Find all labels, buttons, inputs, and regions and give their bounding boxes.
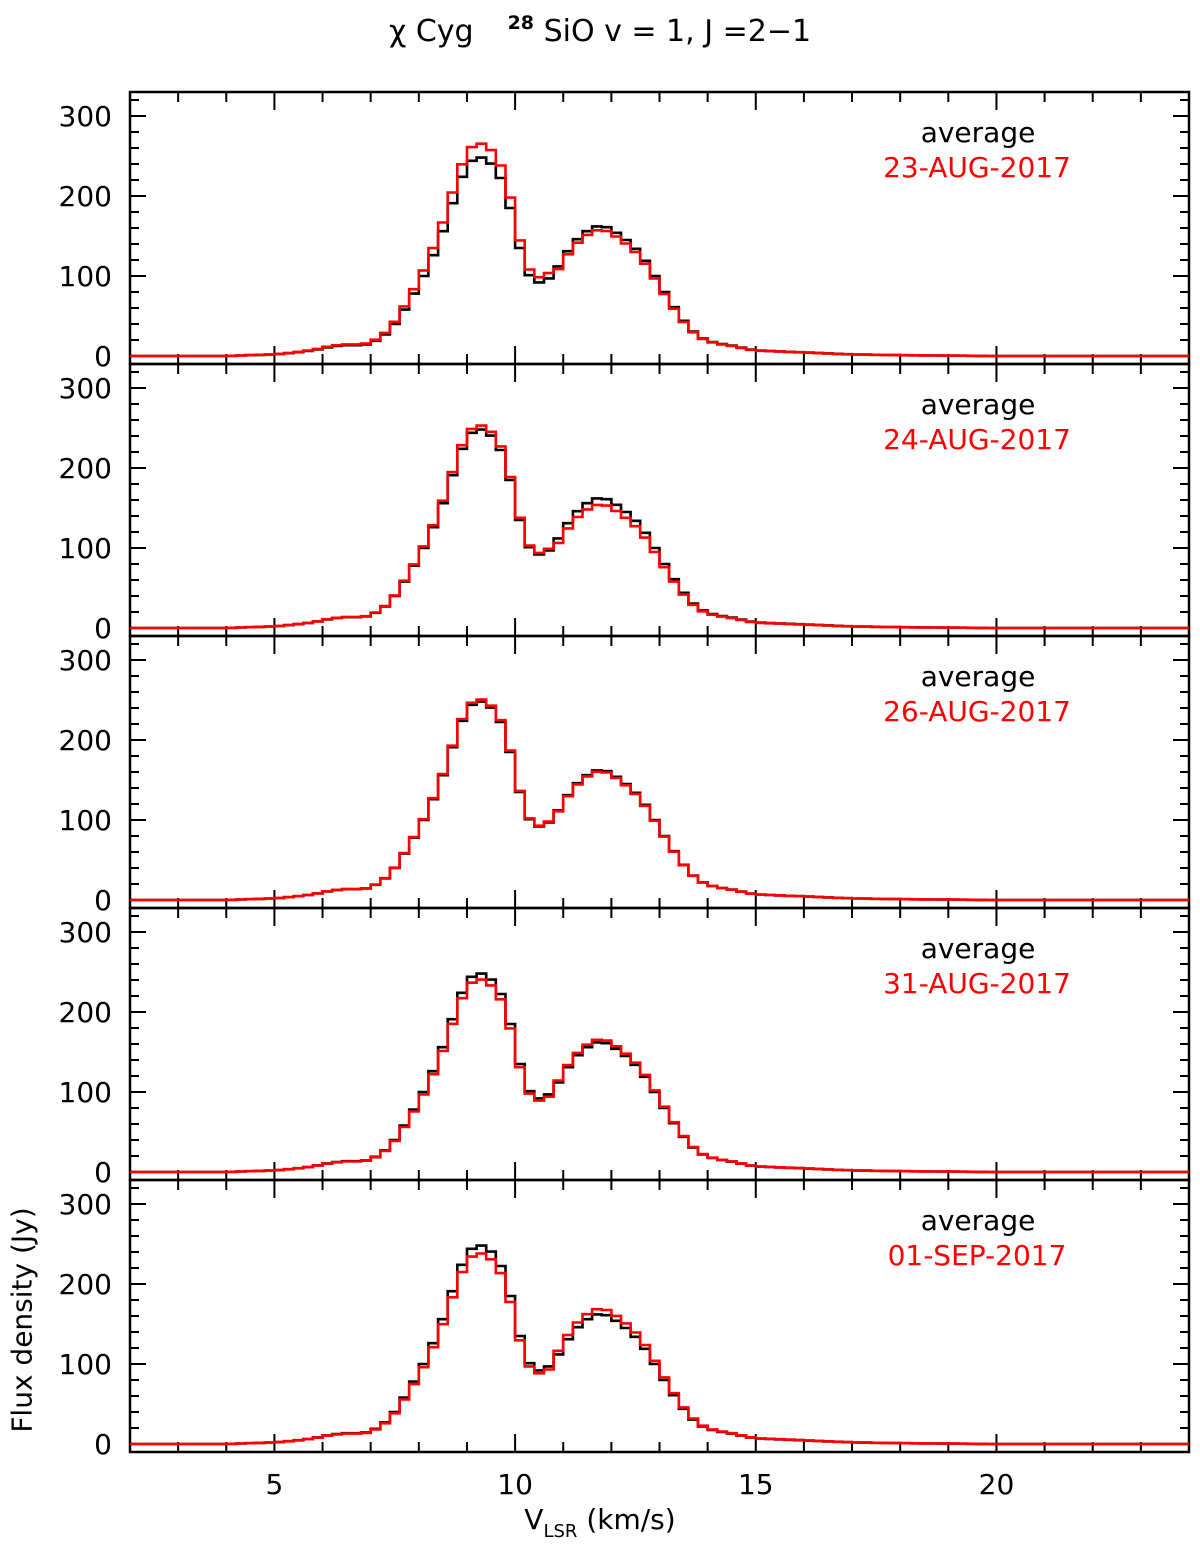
y-tick-label: 100 xyxy=(59,1076,112,1109)
y-tick-label: 0 xyxy=(94,340,112,373)
y-tick-label: 0 xyxy=(94,1428,112,1461)
x-axis-label-unit: (km/s) xyxy=(586,1503,676,1536)
series-line-average xyxy=(130,972,1189,1174)
x-tick-label: 5 xyxy=(265,1468,283,1501)
y-axis-label: Flux density (Jy) xyxy=(5,1207,39,1433)
title-isotope: 28 xyxy=(507,12,535,34)
legend-label-date: 24-AUG-2017 xyxy=(883,423,1071,456)
y-tick-label: 200 xyxy=(59,452,112,485)
legend-label-average: average xyxy=(921,660,1036,693)
y-tick-label: 300 xyxy=(59,372,112,405)
y-tick-label: 0 xyxy=(94,884,112,917)
legend-label-average: average xyxy=(921,388,1036,421)
series-line-date xyxy=(130,1252,1189,1446)
chart-title: χ Cyg 28 SiO v = 1, J =2−1 xyxy=(0,12,1200,49)
legend-label-average: average xyxy=(921,932,1036,965)
legend-label-date: 26-AUG-2017 xyxy=(883,695,1071,728)
y-tick-label: 300 xyxy=(59,644,112,677)
y-tick-label: 100 xyxy=(59,260,112,293)
series-line-date xyxy=(130,424,1189,630)
series-line-date xyxy=(130,698,1189,902)
series-line-average xyxy=(130,428,1189,630)
y-tick-label: 300 xyxy=(59,100,112,133)
y-tick-label: 300 xyxy=(59,1188,112,1221)
y-tick-label: 100 xyxy=(59,804,112,837)
legend-label-average: average xyxy=(921,116,1036,149)
x-tick-label: 20 xyxy=(979,1468,1015,1501)
series-line-average xyxy=(130,156,1189,358)
y-tick-label: 100 xyxy=(59,532,112,565)
legend-label-average: average xyxy=(921,1204,1036,1237)
x-axis-label-main: V xyxy=(524,1503,544,1536)
y-tick-label: 300 xyxy=(59,916,112,949)
series-line-date xyxy=(130,142,1189,358)
x-tick-label: 15 xyxy=(738,1468,774,1501)
x-axis-label: VLSR (km/s) xyxy=(0,1503,1200,1542)
x-tick-label: 10 xyxy=(497,1468,533,1501)
series-line-date xyxy=(130,978,1189,1174)
y-tick-label: 200 xyxy=(59,996,112,1029)
legend-label-date: 31-AUG-2017 xyxy=(883,967,1071,1000)
y-tick-label: 200 xyxy=(59,1268,112,1301)
series-line-average xyxy=(130,1244,1189,1446)
y-tick-label: 0 xyxy=(94,1156,112,1189)
legend-label-date: 01-SEP-2017 xyxy=(888,1239,1067,1272)
y-tick-label: 100 xyxy=(59,1348,112,1381)
y-tick-label: 200 xyxy=(59,724,112,757)
y-tick-label: 200 xyxy=(59,180,112,213)
legend-label-date: 23-AUG-2017 xyxy=(883,151,1071,184)
y-tick-label: 0 xyxy=(94,612,112,645)
title-object: χ Cyg xyxy=(388,14,474,49)
title-line: SiO v = 1, J =2−1 xyxy=(543,14,812,49)
series-line-average xyxy=(130,700,1189,902)
x-axis-label-sub: LSR xyxy=(543,1521,578,1542)
